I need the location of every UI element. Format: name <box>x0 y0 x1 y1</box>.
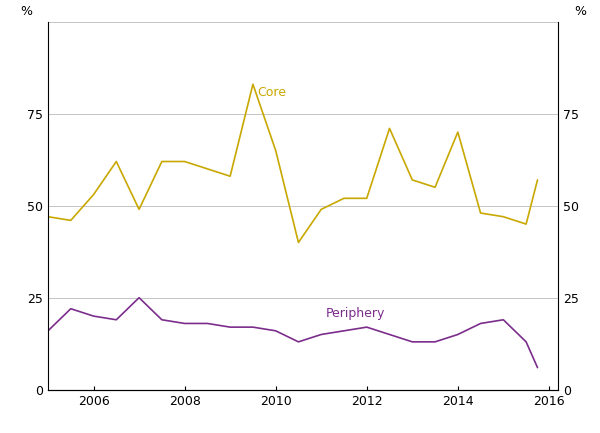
Text: Core: Core <box>257 86 286 99</box>
Text: %: % <box>574 5 586 18</box>
Text: Periphery: Periphery <box>326 307 385 320</box>
Text: %: % <box>20 5 32 18</box>
